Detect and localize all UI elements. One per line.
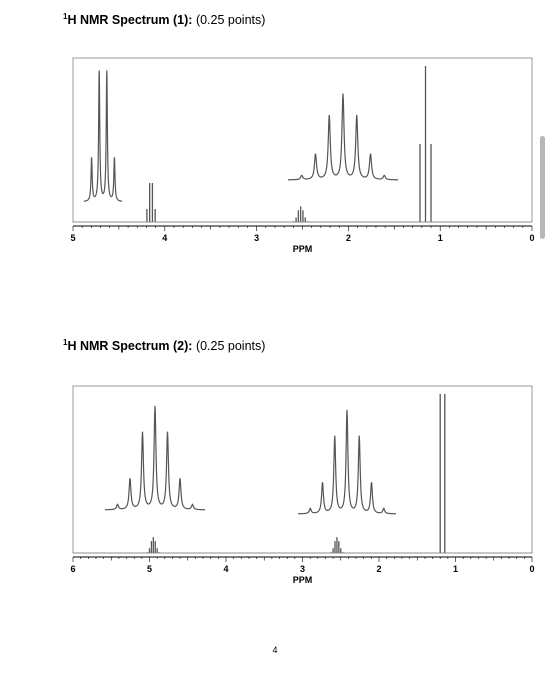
spectrum-1-heading: 1H NMR Spectrum (1): (0.25 points): [63, 12, 265, 27]
x-tick-label: 0: [529, 564, 534, 574]
inset-septet: [105, 405, 205, 511]
inset-septet: [287, 93, 399, 181]
spectrum-2-heading-bold: H NMR Spectrum (2):: [67, 339, 193, 353]
x-tick-label: 3: [254, 233, 259, 243]
x-tick-label: 5: [70, 233, 75, 243]
x-tick-label: 3: [300, 564, 305, 574]
peak-triplet: [419, 66, 432, 222]
x-tick-label: 6: [70, 564, 75, 574]
x-tick-label: 0: [529, 233, 534, 243]
peak-quartet: [146, 183, 156, 222]
x-tick-label: 1: [438, 233, 443, 243]
peak-septet: [146, 537, 160, 553]
x-tick-label: 1: [453, 564, 458, 574]
nmr-spectrum-1-chart: 5 4 3 2 1 0 PPM: [70, 57, 535, 254]
x-tick-label: 4: [162, 233, 167, 243]
x-tick-label: 4: [223, 564, 228, 574]
x-tick-label: 5: [147, 564, 152, 574]
superscript-1: 1: [63, 338, 68, 347]
peak-septet: [293, 206, 309, 222]
inset-quartet: [83, 70, 123, 202]
x-tick-label: 2: [346, 233, 351, 243]
peak-doublet-pair: [439, 394, 446, 553]
x-tick-label: 2: [376, 564, 381, 574]
superscript-1: 1: [63, 12, 68, 21]
spectrum-1-heading-bold: H NMR Spectrum (1):: [67, 13, 193, 27]
page-number: 4: [272, 645, 278, 655]
scrollbar[interactable]: [540, 136, 545, 239]
spectrum-1-heading-points: (0.25 points): [192, 13, 266, 27]
plot-frame: [72, 57, 533, 223]
nmr-spectrum-2-chart: 6 5 4 3 2 1 0 PPM: [70, 385, 535, 585]
x-axis-label: PPM: [293, 244, 313, 254]
x-axis-label: PPM: [293, 575, 313, 585]
spectrum-2-heading: 1H NMR Spectrum (2): (0.25 points): [63, 338, 265, 353]
spectrum-2-heading-points: (0.25 points): [192, 339, 266, 353]
inset-septet: [298, 409, 396, 515]
peak-septet: [330, 537, 344, 553]
